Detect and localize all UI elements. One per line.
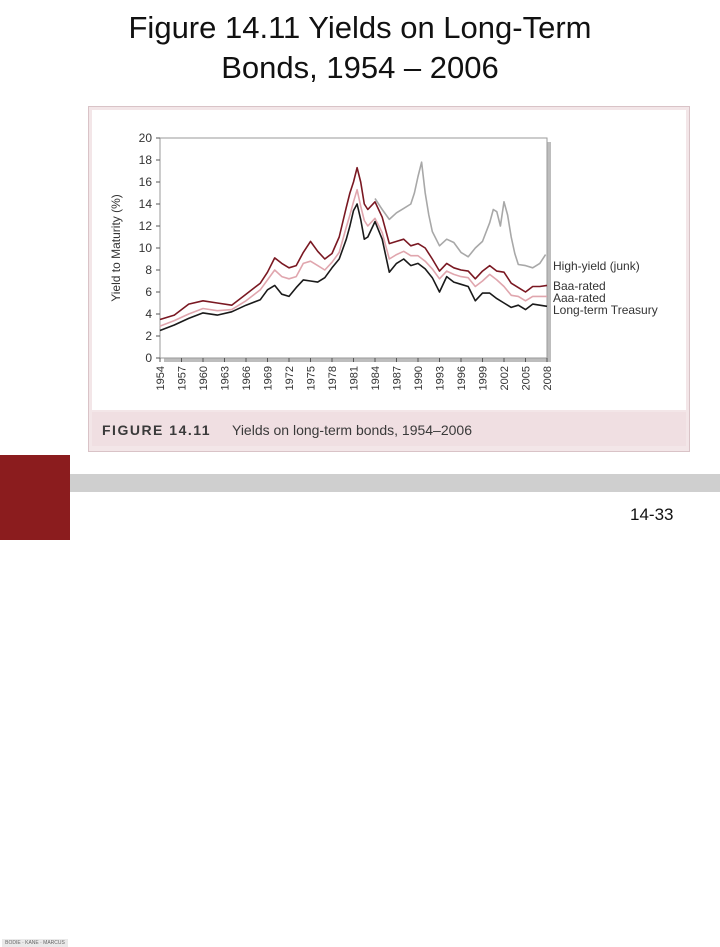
slide-title: Figure 14.11 Yields on Long-Term Bonds, … — [0, 8, 720, 88]
figure-label: FIGURE 14.11 — [102, 422, 212, 438]
series-line-baa-rated — [159, 166, 548, 321]
y-tick-label: 14 — [139, 197, 153, 211]
x-tick-label: 1957 — [177, 366, 189, 390]
y-tick-label: 6 — [145, 285, 152, 299]
x-tick-label: 1990 — [413, 366, 425, 390]
figure-frame: 0 2 4 6 8 10 12 14 16 18 20 1954 1957 1960 1963 1966 196… — [88, 106, 690, 452]
y-tick-label: 18 — [139, 153, 153, 167]
x-tick-label: 1975 — [306, 366, 318, 390]
plot-area — [159, 137, 548, 359]
x-tick-label: 1981 — [349, 366, 361, 390]
x-tick-label: 1972 — [284, 366, 296, 390]
page-number: 14-33 — [630, 505, 674, 524]
x-tick-label: 1999 — [478, 366, 490, 390]
figure-inner: 0 2 4 6 8 10 12 14 16 18 20 1954 1957 1960 1963 1966 196… — [92, 110, 686, 410]
y-tick-label: 16 — [139, 175, 153, 189]
publisher-logo-text: BODIE · KANE · MARCUS — [2, 939, 68, 947]
series-line-long-term-treasury — [159, 203, 548, 332]
slide-title-line2: Bonds, 1954 – 2006 — [221, 50, 499, 85]
y-tick-label: 20 — [139, 131, 153, 145]
series-line-aaa-rated — [159, 188, 547, 327]
yield-chart: 0 2 4 6 8 10 12 14 16 18 20 1954 1957 1960 1963 1966 196… — [109, 131, 658, 390]
x-tick-label: 1987 — [392, 366, 404, 390]
x-tick-label: 1978 — [327, 366, 339, 390]
legend-aaa-rated: Aaa-rated — [553, 291, 606, 305]
y-tick-label: 10 — [139, 241, 153, 255]
slide-title-line1: Figure 14.11 Yields on Long-Term — [128, 10, 592, 45]
x-tick-label: 1960 — [198, 366, 210, 390]
legend-high-yield-junk: High-yield (junk) — [553, 259, 640, 273]
x-tick-label: 1993 — [435, 366, 447, 390]
footer-band — [0, 474, 720, 492]
x-tick-label: 2008 — [542, 366, 554, 390]
legend-long-term-treasury: Long-term Treasury — [553, 303, 658, 317]
x-tick-label: 1966 — [241, 366, 253, 390]
y-axis-label: Yield to Maturity (%) — [109, 194, 123, 302]
legend-baa-rated: Baa-rated — [553, 279, 606, 293]
x-tick-label: 1996 — [456, 366, 468, 390]
y-tick-label: 2 — [145, 329, 152, 343]
publisher-logo: BODIE · KANE · MARCUS — [0, 455, 70, 947]
y-tick-label: 8 — [145, 263, 152, 277]
x-tick-label: 1969 — [263, 366, 275, 390]
figure-caption-bar: FIGURE 14.11 Yields on long-term bonds, … — [92, 412, 686, 446]
x-tick-label: 1963 — [220, 366, 232, 390]
x-tick-label: 1984 — [370, 366, 382, 390]
y-tick-label: 4 — [145, 307, 152, 321]
y-tick-label: 12 — [139, 219, 153, 233]
figure-caption: Yields on long-term bonds, 1954–2006 — [232, 422, 472, 438]
x-tick-label: 2005 — [521, 366, 533, 390]
x-tick-label: 2002 — [499, 366, 511, 390]
x-tick-label: 1954 — [155, 366, 167, 390]
y-tick-label: 0 — [145, 351, 152, 365]
series-line-high-yield-junk — [374, 161, 547, 269]
